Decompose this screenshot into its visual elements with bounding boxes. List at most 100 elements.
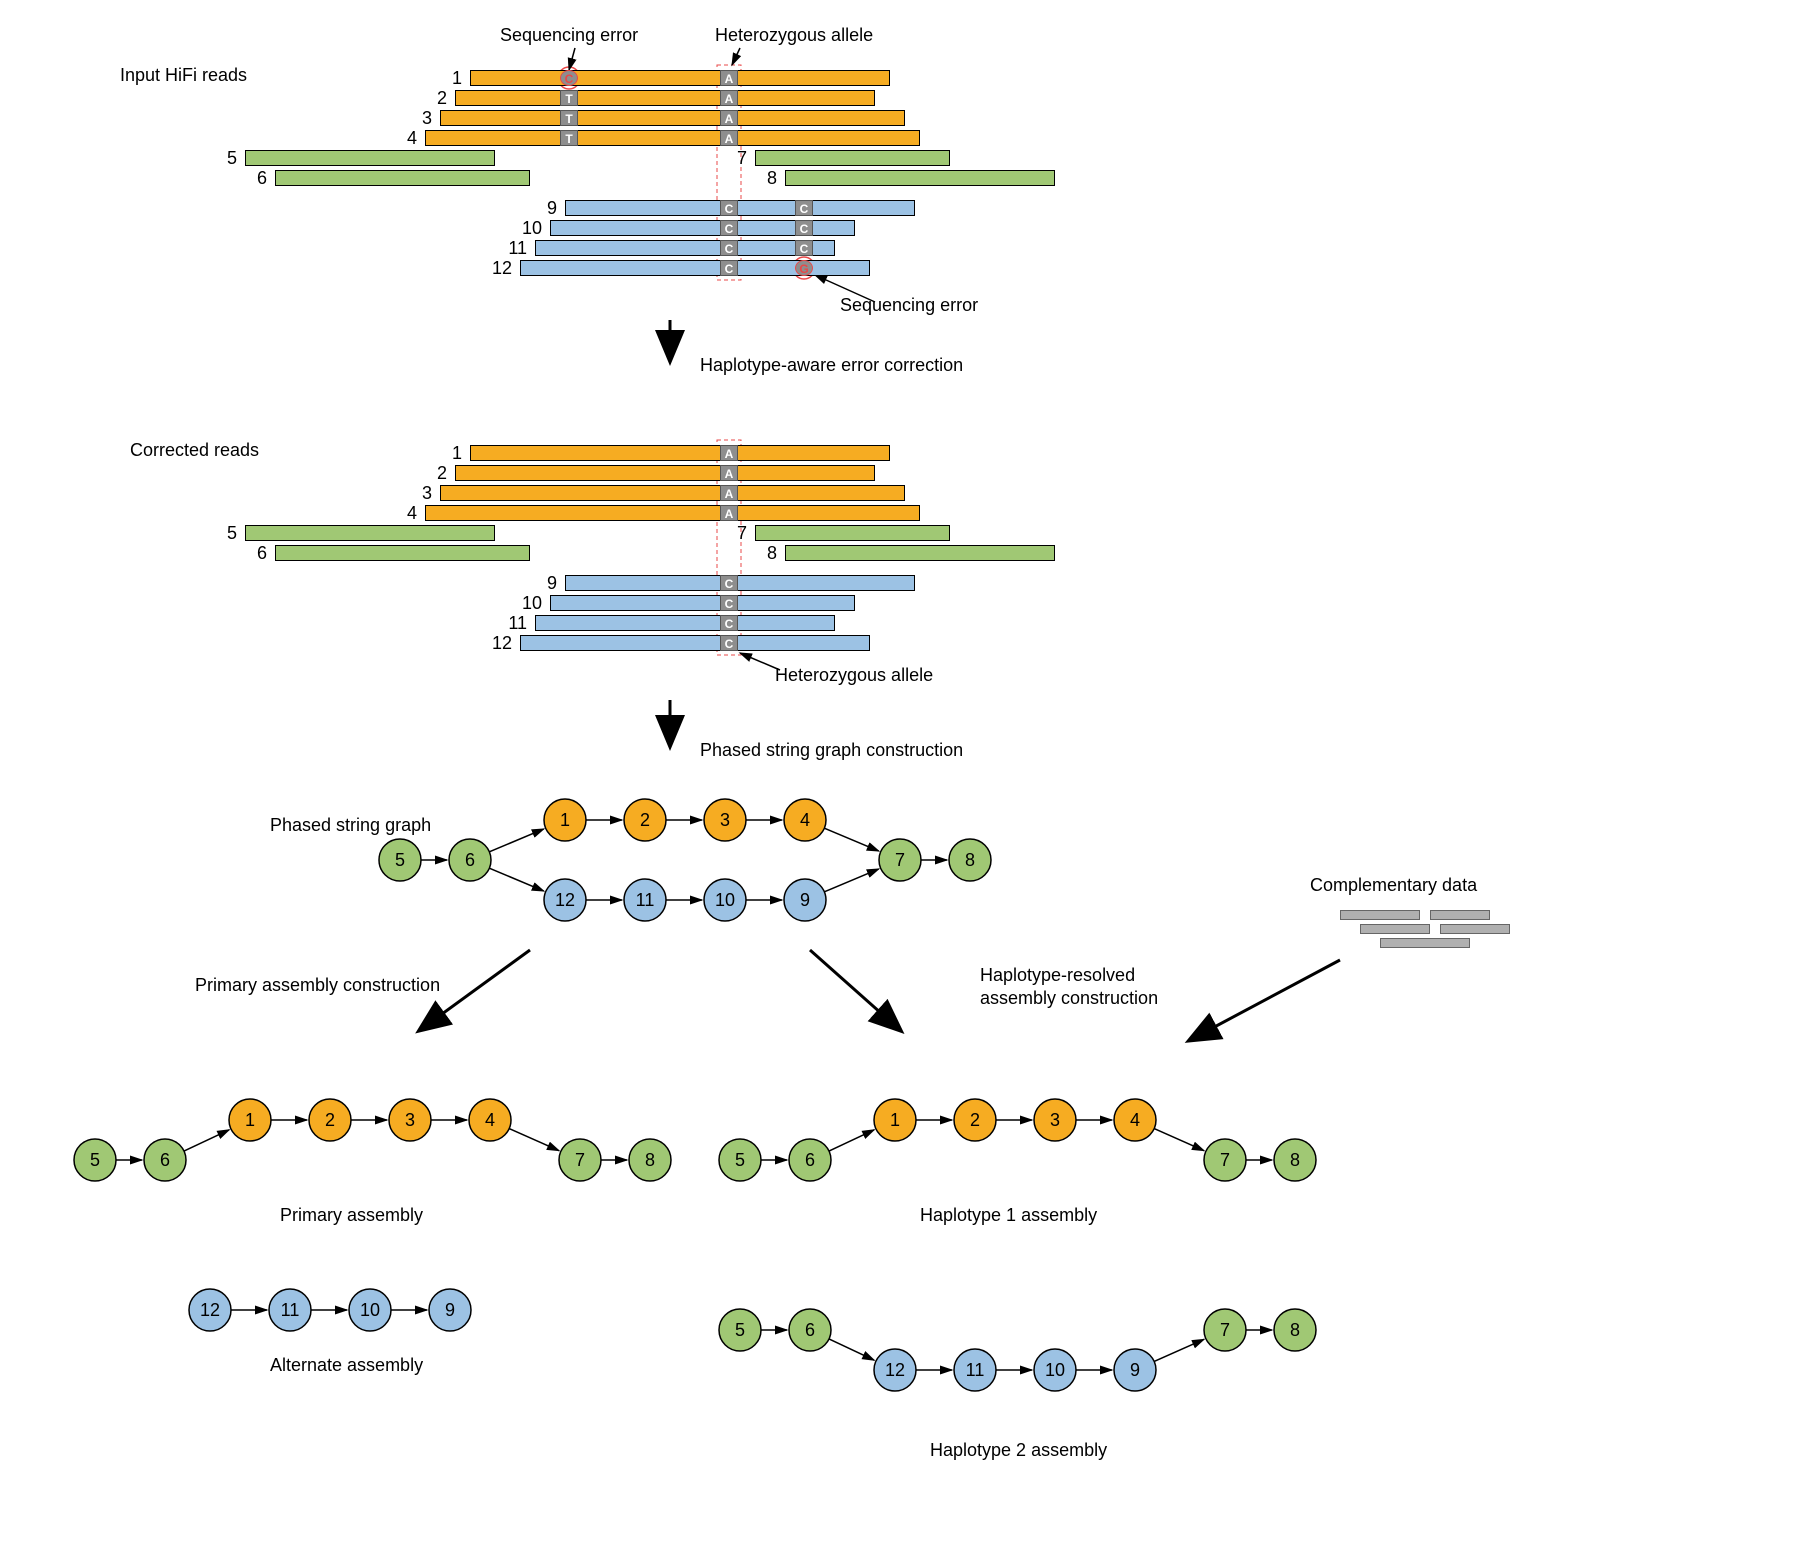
seq-error-label-top: Sequencing error [500, 25, 638, 46]
read-bar [440, 110, 905, 126]
read-number: 6 [237, 168, 267, 189]
comp-data-bar [1430, 910, 1490, 920]
phased-construction-label: Phased string graph construction [700, 740, 963, 761]
seq-base: T [560, 90, 578, 106]
svg-text:10: 10 [360, 1300, 380, 1320]
svg-text:10: 10 [1045, 1360, 1065, 1380]
read-number: 2 [417, 88, 447, 109]
het-base: A [720, 90, 738, 106]
svg-text:12: 12 [885, 1360, 905, 1380]
svg-text:9: 9 [1130, 1360, 1140, 1380]
svg-text:2: 2 [640, 810, 650, 830]
svg-text:7: 7 [575, 1150, 585, 1170]
svg-text:3: 3 [405, 1110, 415, 1130]
svg-text:2: 2 [325, 1110, 335, 1130]
read-number: 12 [482, 258, 512, 279]
seq-base: G [795, 260, 813, 276]
read-bar [565, 575, 915, 591]
read-bar [535, 240, 835, 256]
svg-text:8: 8 [1290, 1320, 1300, 1340]
corrected-reads-label: Corrected reads [130, 440, 259, 461]
read-number: 12 [482, 633, 512, 654]
het-base: C [720, 240, 738, 256]
read-number: 6 [237, 543, 267, 564]
svg-text:8: 8 [965, 850, 975, 870]
svg-text:2: 2 [970, 1110, 980, 1130]
svg-text:6: 6 [805, 1150, 815, 1170]
read-bar [755, 150, 950, 166]
svg-text:1: 1 [890, 1110, 900, 1130]
svg-text:5: 5 [90, 1150, 100, 1170]
svg-text:8: 8 [645, 1150, 655, 1170]
het-allele-label-top: Heterozygous allele [715, 25, 873, 46]
svg-text:6: 6 [160, 1150, 170, 1170]
svg-text:11: 11 [966, 1360, 985, 1380]
svg-text:5: 5 [735, 1320, 745, 1340]
read-bar [455, 90, 875, 106]
seq-base: C [795, 200, 813, 216]
read-number: 1 [432, 68, 462, 89]
read-number: 8 [747, 543, 777, 564]
het-base: C [720, 200, 738, 216]
het-base: C [720, 635, 738, 651]
svg-text:3: 3 [1050, 1110, 1060, 1130]
read-number: 7 [717, 523, 747, 544]
svg-text:4: 4 [800, 810, 810, 830]
svg-text:3: 3 [720, 810, 730, 830]
svg-text:5: 5 [735, 1150, 745, 1170]
svg-text:11: 11 [636, 890, 655, 910]
read-number: 3 [402, 108, 432, 129]
primary-assembly-label: Primary assembly [280, 1205, 423, 1226]
read-number: 5 [207, 148, 237, 169]
seq-base: T [560, 110, 578, 126]
het-base: A [720, 110, 738, 126]
alternate-assembly-label: Alternate assembly [270, 1355, 423, 1376]
svg-text:6: 6 [465, 850, 475, 870]
comp-data-bar [1340, 910, 1420, 920]
svg-text:7: 7 [895, 850, 905, 870]
het-base: A [720, 465, 738, 481]
het-base: A [720, 130, 738, 146]
read-bar [550, 595, 855, 611]
read-bar [275, 545, 530, 561]
read-number: 11 [497, 238, 527, 259]
primary-construction-label: Primary assembly construction [195, 975, 440, 996]
het-base: A [720, 485, 738, 501]
het-base: C [720, 220, 738, 236]
read-number: 11 [497, 613, 527, 634]
read-number: 9 [527, 198, 557, 219]
read-bar [520, 260, 870, 276]
read-bar [535, 615, 835, 631]
read-number: 9 [527, 573, 557, 594]
read-bar [425, 505, 920, 521]
svg-text:4: 4 [1130, 1110, 1140, 1130]
read-bar [470, 70, 890, 86]
svg-text:12: 12 [200, 1300, 220, 1320]
het-base: A [720, 505, 738, 521]
complementary-data-label: Complementary data [1310, 875, 1477, 896]
read-bar [565, 200, 915, 216]
svg-text:7: 7 [1220, 1320, 1230, 1340]
read-bar [785, 170, 1055, 186]
phased-graph-label: Phased string graph [270, 815, 431, 836]
read-bar [425, 130, 920, 146]
svg-text:12: 12 [555, 890, 575, 910]
read-number: 4 [387, 128, 417, 149]
het-base: C [720, 615, 738, 631]
comp-data-bar [1360, 924, 1430, 934]
hap2-label: Haplotype 2 assembly [930, 1440, 1107, 1461]
read-bar [520, 635, 870, 651]
het-base: C [720, 260, 738, 276]
read-bar [275, 170, 530, 186]
read-number: 3 [402, 483, 432, 504]
hap-err-corr-label: Haplotype-aware error correction [700, 355, 963, 376]
seq-base: C [795, 240, 813, 256]
svg-text:8: 8 [1290, 1150, 1300, 1170]
svg-text:1: 1 [245, 1110, 255, 1130]
read-number: 7 [717, 148, 747, 169]
read-bar [245, 525, 495, 541]
read-bar [440, 485, 905, 501]
read-number: 10 [512, 593, 542, 614]
svg-text:10: 10 [715, 890, 735, 910]
read-number: 10 [512, 218, 542, 239]
